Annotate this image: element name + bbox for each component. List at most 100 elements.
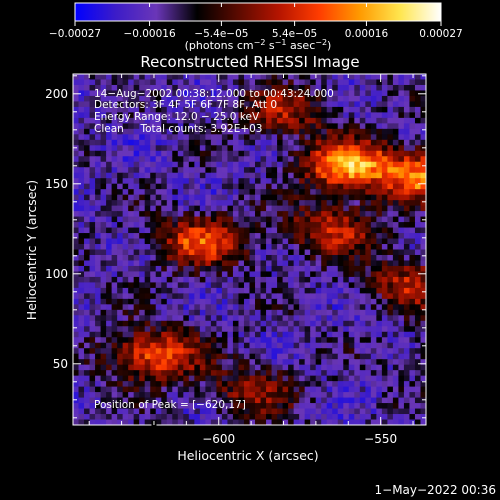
heatmap-cell — [288, 386, 295, 393]
heatmap-cell — [133, 233, 140, 240]
heatmap-cell — [326, 397, 333, 404]
heatmap-cell — [161, 101, 168, 108]
heatmap-cell — [315, 320, 322, 327]
heatmap-cell — [155, 364, 162, 371]
heatmap-cell — [343, 222, 350, 229]
heatmap-cell — [172, 381, 179, 388]
heatmap-cell — [365, 95, 372, 103]
heatmap-cell — [414, 397, 422, 404]
heatmap-cell — [420, 397, 426, 404]
heatmap-cell — [177, 233, 184, 240]
heatmap-cell — [359, 254, 366, 262]
heatmap-cell — [370, 244, 377, 251]
heatmap-cell — [282, 419, 289, 425]
heatmap-cell — [133, 348, 140, 355]
heatmap-cell — [139, 205, 146, 212]
heatmap-cell — [337, 359, 344, 366]
heatmap-cell — [183, 211, 190, 218]
heatmap-cell — [216, 381, 223, 388]
heatmap-cell — [277, 375, 284, 382]
heatmap-cell — [111, 205, 118, 212]
heatmap-cell — [249, 375, 256, 382]
heatmap-cell — [238, 189, 245, 196]
heatmap-cell — [321, 249, 328, 256]
heatmap-cell — [321, 178, 328, 185]
heatmap-cell — [387, 331, 394, 338]
heatmap-cell — [210, 216, 218, 223]
heatmap-cell — [381, 161, 388, 168]
heatmap-cell — [161, 397, 168, 404]
heatmap-cell — [376, 386, 383, 393]
heatmap-cell — [376, 106, 383, 113]
heatmap-cell — [166, 84, 173, 92]
heatmap-cell — [359, 282, 366, 289]
heatmap-cell — [205, 254, 212, 262]
heatmap-cell — [392, 265, 400, 273]
heatmap-cell — [288, 381, 295, 388]
heatmap-cell — [188, 397, 195, 404]
heatmap-cell — [210, 134, 218, 141]
heatmap-cell — [288, 84, 295, 92]
heatmap-cell — [78, 200, 85, 207]
heatmap-cell — [365, 134, 372, 141]
heatmap-cell — [271, 189, 278, 196]
heatmap-cell — [332, 309, 339, 316]
heatmap-cell — [359, 249, 366, 256]
heatmap-cell — [310, 84, 317, 92]
heatmap-cell — [100, 222, 107, 229]
heatmap-cell — [343, 249, 350, 256]
heatmap-cell — [166, 326, 173, 333]
heatmap-cell — [210, 84, 218, 92]
heatmap-cell — [343, 408, 350, 415]
heatmap-cell — [277, 112, 284, 119]
heatmap-cell — [139, 309, 146, 316]
heatmap-cell — [194, 386, 201, 393]
heatmap-cell — [271, 408, 278, 415]
heatmap-cell — [243, 254, 251, 262]
heatmap-cell — [133, 216, 140, 223]
heatmap-cell — [359, 414, 366, 421]
heatmap-cell — [183, 320, 190, 327]
heatmap-cell — [177, 342, 184, 349]
heatmap-cell — [348, 139, 355, 146]
heatmap-cell — [255, 370, 262, 377]
heatmap-cell — [326, 95, 333, 103]
heatmap-cell — [106, 183, 113, 190]
heatmap-cell — [106, 205, 113, 212]
heatmap-cell — [343, 386, 350, 393]
heatmap-cell — [232, 123, 240, 130]
heatmap-cell — [398, 293, 405, 300]
heatmap-cell — [238, 408, 245, 415]
heatmap-cell — [337, 172, 344, 179]
heatmap-cell — [155, 101, 162, 108]
heatmap-cell — [161, 342, 168, 349]
heatmap-cell — [188, 95, 195, 103]
heatmap-cell — [337, 260, 344, 267]
heatmap-cell — [194, 233, 201, 240]
heatmap-cell — [166, 392, 173, 399]
heatmap-cell — [166, 183, 173, 190]
heatmap-cell — [95, 216, 102, 223]
heatmap-cell — [238, 117, 245, 124]
heatmap-cell — [194, 205, 201, 212]
heatmap-cell — [387, 315, 394, 322]
heatmap-cell — [84, 161, 91, 168]
heatmap-cell — [199, 353, 206, 360]
heatmap-cell — [403, 238, 411, 245]
heatmap-cell — [78, 178, 85, 185]
heatmap-cell — [282, 205, 289, 212]
heatmap-cell — [84, 150, 91, 157]
heatmap-cell — [414, 359, 422, 366]
heatmap-cell — [133, 386, 140, 393]
heatmap-cell — [288, 320, 295, 327]
heatmap-cell — [89, 342, 96, 349]
heatmap-cell — [128, 293, 135, 300]
heatmap-cell — [216, 293, 223, 300]
heatmap-cell — [106, 134, 113, 141]
heatmap-cell — [144, 123, 151, 130]
heatmap-cell — [172, 276, 179, 283]
heatmap-cell — [409, 167, 416, 174]
heatmap-cell — [133, 304, 140, 311]
heatmap-cell — [210, 101, 218, 108]
heatmap-cell — [183, 106, 190, 113]
